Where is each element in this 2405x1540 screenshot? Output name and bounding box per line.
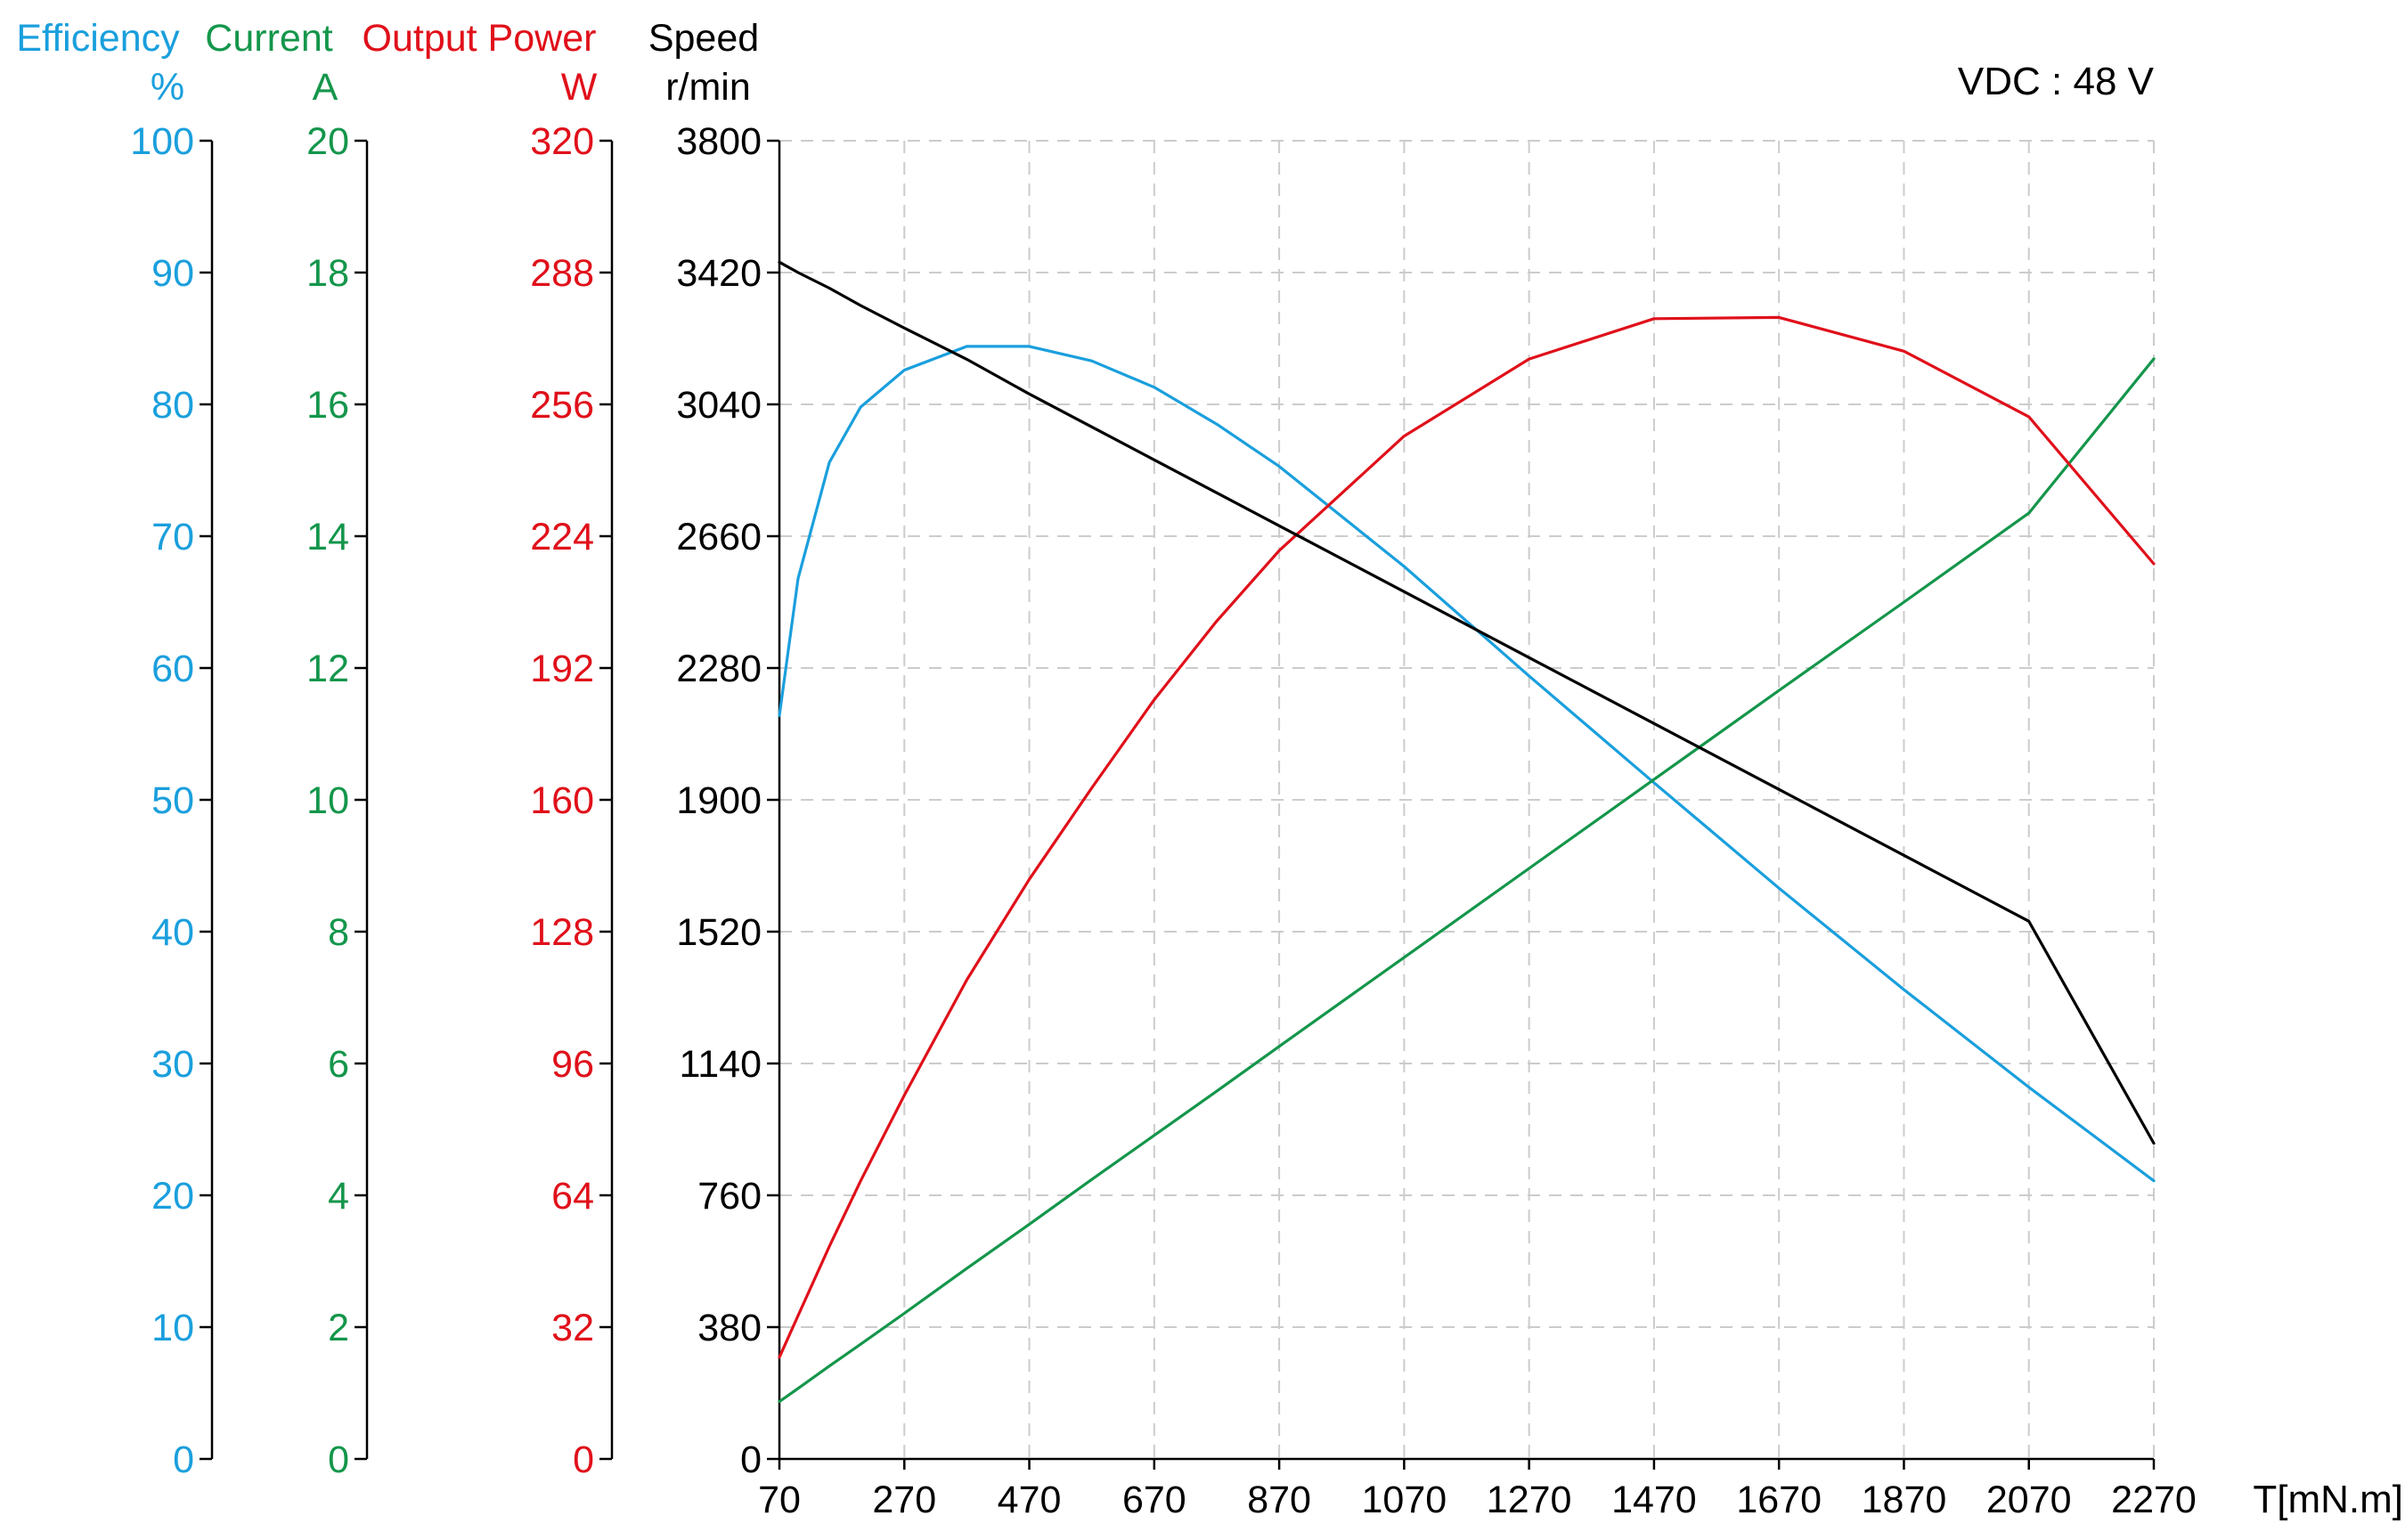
efficiency-tick-label: 70 xyxy=(151,516,194,558)
current-axis-title: Current xyxy=(205,17,332,60)
voltage-annotation: VDC : 48 V xyxy=(1958,60,2155,103)
power-axis-title: Output Power xyxy=(363,17,597,60)
speed-axis-title: Speed xyxy=(648,17,759,60)
x-tick-label: 1070 xyxy=(1362,1479,1447,1521)
axes: 0102030405060708090100024681012141618200… xyxy=(130,120,2197,1521)
x-tick-label: 1470 xyxy=(1611,1479,1697,1521)
current-tick-label: 8 xyxy=(328,911,349,954)
power-tick-label: 160 xyxy=(530,779,594,822)
efficiency-tick-label: 20 xyxy=(151,1175,194,1218)
speed-tick-label: 3420 xyxy=(676,252,762,295)
efficiency-tick-label: 100 xyxy=(130,120,194,163)
speed-tick-label: 0 xyxy=(740,1438,762,1481)
speed-tick-label: 2280 xyxy=(676,648,762,690)
power-axis-unit: W xyxy=(561,66,598,109)
efficiency-axis-title: Efficiency xyxy=(16,17,180,60)
current-tick-label: 10 xyxy=(306,779,349,822)
current-tick-label: 18 xyxy=(306,252,349,295)
x-tick-label: 2070 xyxy=(1986,1479,2072,1521)
speed-tick-label: 1520 xyxy=(676,911,762,954)
power-tick-label: 0 xyxy=(573,1438,594,1481)
x-tick-label: 470 xyxy=(998,1479,1062,1521)
x-tick-label: 870 xyxy=(1247,1479,1311,1521)
speed-tick-label: 1900 xyxy=(676,779,762,822)
current-tick-label: 16 xyxy=(306,384,349,427)
power-tick-label: 32 xyxy=(551,1307,594,1349)
current-series-line xyxy=(778,357,2156,1404)
power-tick-label: 224 xyxy=(530,516,594,558)
x-tick-label: 270 xyxy=(872,1479,936,1521)
efficiency-tick-label: 80 xyxy=(151,384,194,427)
x-tick-label: 70 xyxy=(758,1479,801,1521)
current-tick-label: 4 xyxy=(328,1175,349,1218)
power-tick-label: 192 xyxy=(530,648,594,690)
grid-lines xyxy=(779,140,2155,1459)
speed-series-line xyxy=(778,260,2156,1145)
power-tick-label: 256 xyxy=(530,384,594,427)
power-tick-label: 64 xyxy=(551,1175,594,1218)
power-tick-label: 96 xyxy=(551,1043,594,1086)
efficiency-tick-label: 0 xyxy=(173,1438,194,1481)
efficiency-tick-label: 90 xyxy=(151,252,194,295)
speed-tick-label: 1140 xyxy=(680,1043,762,1086)
power-tick-label: 288 xyxy=(530,252,594,295)
current-tick-label: 2 xyxy=(328,1307,349,1349)
efficiency-tick-label: 10 xyxy=(151,1307,194,1349)
speed-axis-unit: r/min xyxy=(665,66,751,109)
current-tick-label: 12 xyxy=(306,648,349,690)
x-tick-label: 1270 xyxy=(1487,1479,1572,1521)
current-tick-label: 6 xyxy=(328,1043,349,1086)
x-tick-label: 1870 xyxy=(1862,1479,1947,1521)
x-tick-label: 1670 xyxy=(1736,1479,1822,1521)
speed-tick-label: 3800 xyxy=(676,120,762,163)
x-tick-label: 2270 xyxy=(2111,1479,2197,1521)
speed-tick-label: 760 xyxy=(697,1175,762,1218)
series-lines xyxy=(778,260,2156,1404)
current-tick-label: 14 xyxy=(306,516,349,558)
efficiency-tick-label: 60 xyxy=(151,648,194,690)
x-tick-label: 670 xyxy=(1122,1479,1186,1521)
efficiency-axis-unit: % xyxy=(151,66,184,109)
speed-tick-label: 380 xyxy=(697,1307,762,1349)
current-tick-label: 20 xyxy=(306,120,349,163)
current-axis-unit: A xyxy=(313,66,338,109)
power-tick-label: 320 xyxy=(530,120,594,163)
efficiency-tick-label: 40 xyxy=(151,911,194,954)
efficiency-tick-label: 30 xyxy=(151,1043,194,1086)
current-tick-label: 0 xyxy=(328,1438,349,1481)
speed-tick-label: 2660 xyxy=(676,516,762,558)
output-power-series-line xyxy=(778,315,2156,1359)
efficiency-series-line xyxy=(778,345,2156,1183)
axis-labels: Efficiency % Current A Output Power W Sp… xyxy=(16,17,2403,1521)
power-tick-label: 128 xyxy=(530,911,594,954)
x-axis-label: T[mN.m] xyxy=(2253,1478,2403,1521)
efficiency-tick-label: 50 xyxy=(151,779,194,822)
speed-tick-label: 3040 xyxy=(676,384,762,427)
